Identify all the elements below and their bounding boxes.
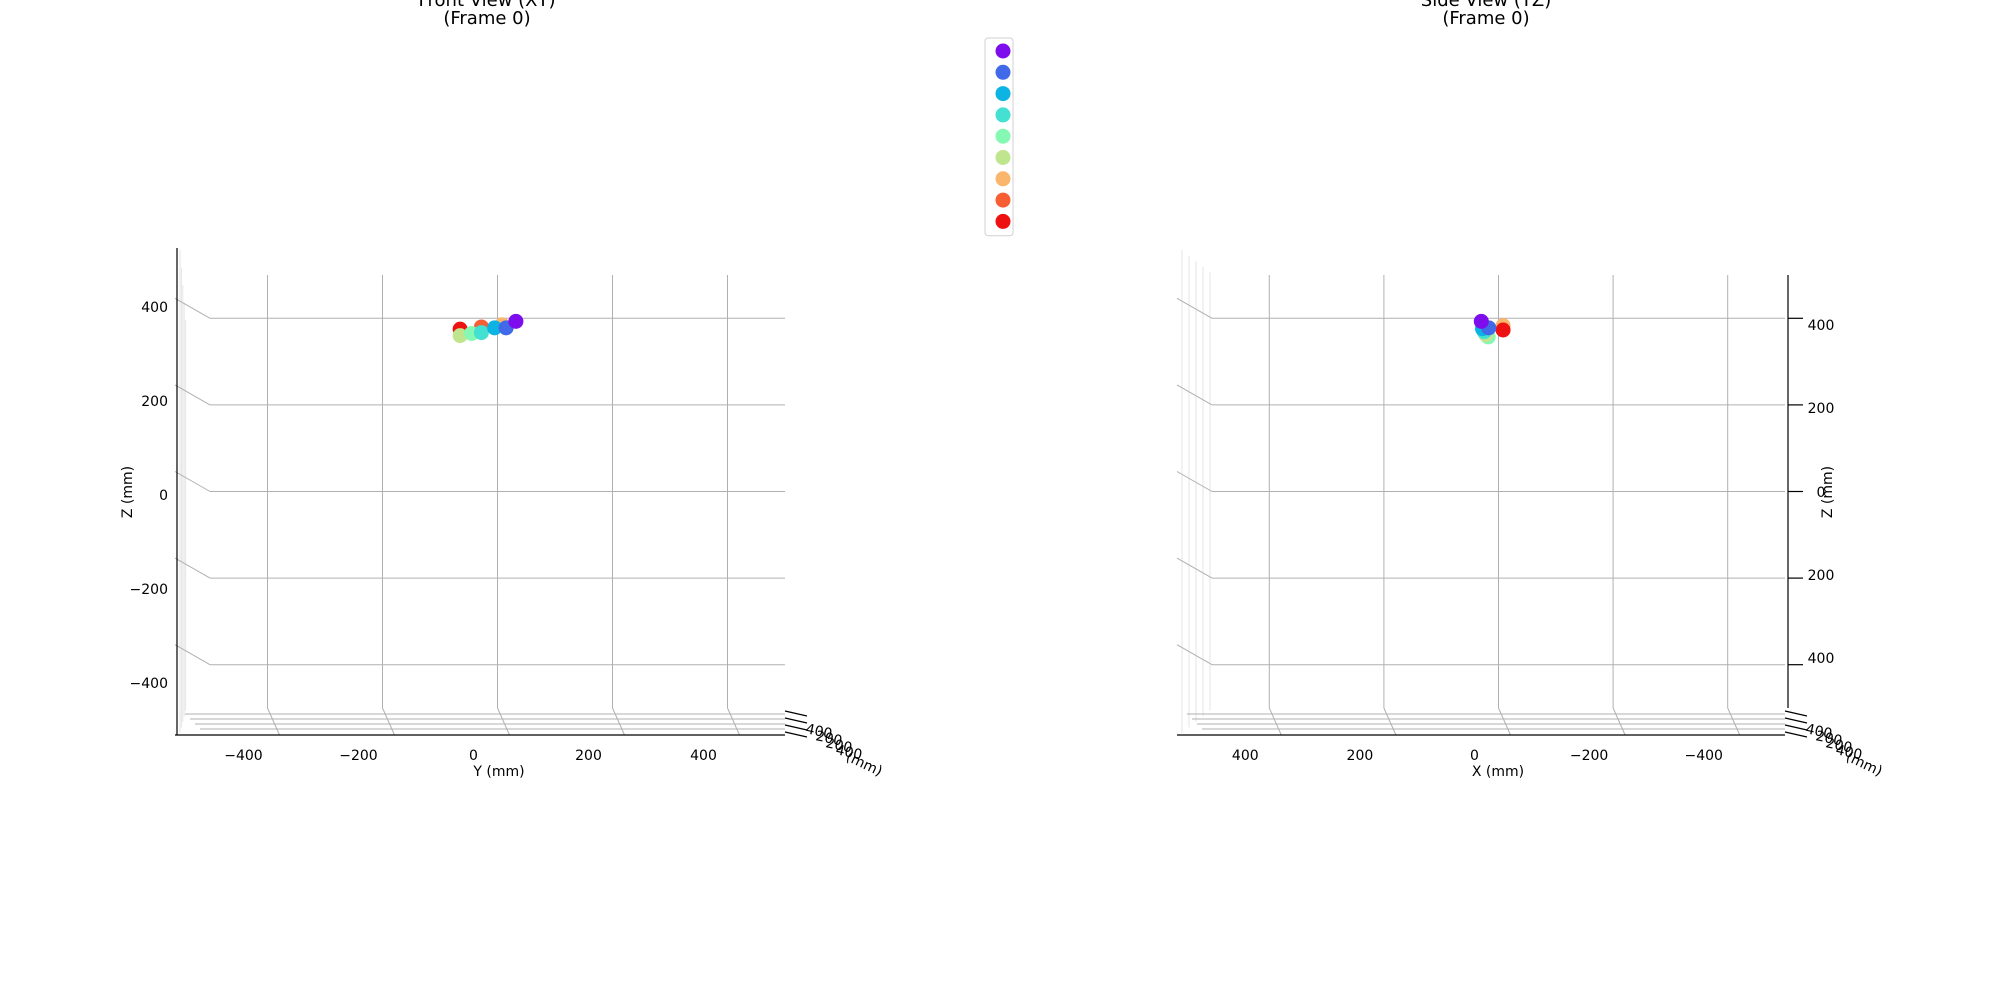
legend-marker xyxy=(995,213,1011,229)
data-point xyxy=(508,313,524,329)
gridline-wall xyxy=(174,471,211,492)
side-view-panel: Side View (YZ)(Frame 0)400 200 0 −200 −400X … xyxy=(1176,0,1885,780)
gridline-floor xyxy=(1727,707,1741,736)
data-point xyxy=(487,320,503,336)
depth-tick-mark xyxy=(1784,724,1808,731)
z-axis-label: Z (mm) xyxy=(120,466,136,518)
legend-marker xyxy=(995,86,1011,102)
depth-tick-mark xyxy=(784,717,808,724)
depth-tick-label: 200 xyxy=(1824,735,1853,756)
z-axis-label: Z (mm) xyxy=(1820,466,1836,518)
gridline-floor xyxy=(1383,707,1397,736)
z-tick-label: 400 xyxy=(141,300,168,316)
depth-tick-label: 400 xyxy=(834,742,863,763)
gridline-floor xyxy=(1268,707,1282,736)
gridline-floor xyxy=(267,707,280,736)
depth-tick-mark xyxy=(1784,717,1808,724)
depth-tick-mark xyxy=(784,710,808,717)
x-tick-label: −200 xyxy=(339,748,377,764)
gridline-wall xyxy=(174,644,211,666)
chart-title: Side View (YZ) xyxy=(1421,0,1551,11)
legend xyxy=(984,37,1014,237)
z-tick-label: −400 xyxy=(130,676,168,692)
chart-subtitle: (Frame 0) xyxy=(443,8,530,29)
z-tick-label: 400 xyxy=(1808,318,1835,334)
z-tick-label: 0 xyxy=(1817,485,1826,501)
x-tick-label: −200 xyxy=(1570,748,1608,764)
z-tick-label: 200 xyxy=(1808,568,1835,584)
gridline-floor xyxy=(1612,707,1626,736)
gridline-floor xyxy=(727,707,740,736)
x-tick-label: 400 xyxy=(690,748,717,764)
gridline-floor xyxy=(612,707,625,736)
legend-marker xyxy=(995,43,1011,59)
depth-tick-label: 400 xyxy=(1834,742,1863,763)
gridline-floor xyxy=(1498,707,1511,736)
depth-tick-mark xyxy=(1784,710,1808,717)
legend-marker xyxy=(995,171,1011,187)
gridline-wall xyxy=(1176,297,1213,319)
z-tick-label: −200 xyxy=(130,582,168,598)
legend-marker xyxy=(995,64,1011,80)
gridline-wall xyxy=(1176,384,1213,406)
depth-tick-mark xyxy=(1784,731,1808,738)
chart-title: Front View (XY) xyxy=(418,0,555,11)
depth-tick-mark xyxy=(784,724,808,731)
gridline-wall xyxy=(1176,644,1213,666)
x-tick-label: −400 xyxy=(1684,748,1722,764)
x-axis-label: X (mm) xyxy=(1472,764,1524,780)
data-point xyxy=(473,325,489,341)
depth-tick-mark xyxy=(784,731,808,738)
x-axis-label: Y (mm) xyxy=(472,764,524,780)
x-tick-label: 200 xyxy=(575,748,602,764)
x-tick-label: 0 xyxy=(469,748,478,764)
depth-tick-label: 200 xyxy=(824,735,853,756)
gridline-wall xyxy=(1176,471,1213,492)
gridline-floor xyxy=(497,707,510,736)
x-tick-label: 200 xyxy=(1347,748,1374,764)
depth-tick-label: 400 xyxy=(1804,721,1833,742)
gridline-floor xyxy=(382,707,395,736)
z-tick-label: 400 xyxy=(1808,651,1835,667)
depth-tick-label: 400 xyxy=(804,721,833,742)
depth-tick-label: 200 xyxy=(814,728,843,749)
gridline-wall xyxy=(174,297,211,319)
gridline-wall xyxy=(174,557,211,579)
legend-marker xyxy=(995,128,1011,144)
z-tick-label: 200 xyxy=(1808,401,1835,417)
data-point xyxy=(452,328,468,344)
legend-marker xyxy=(995,150,1011,165)
z-tick-label: 200 xyxy=(141,394,168,410)
data-point xyxy=(1473,313,1489,329)
data-point xyxy=(1495,322,1511,338)
gridline-wall xyxy=(174,384,211,406)
depth-tick-label: 200 xyxy=(1814,728,1843,749)
depth-axis-label: (mm) xyxy=(1843,749,1884,780)
depth-axis-label: (mm) xyxy=(843,749,884,780)
legend-marker xyxy=(995,107,1011,123)
x-tick-label: 0 xyxy=(1470,748,1479,764)
x-tick-label: 400 xyxy=(1232,748,1259,764)
gridline-wall xyxy=(1176,557,1213,579)
chart-subtitle: (Frame 0) xyxy=(1442,8,1529,29)
x-tick-label: −400 xyxy=(224,748,262,764)
front-view-panel: Front View (XY)(Frame 0)−400 −200 0 200 400Y… xyxy=(120,0,885,780)
legend-marker xyxy=(995,192,1011,208)
z-tick-label: 0 xyxy=(159,488,168,504)
